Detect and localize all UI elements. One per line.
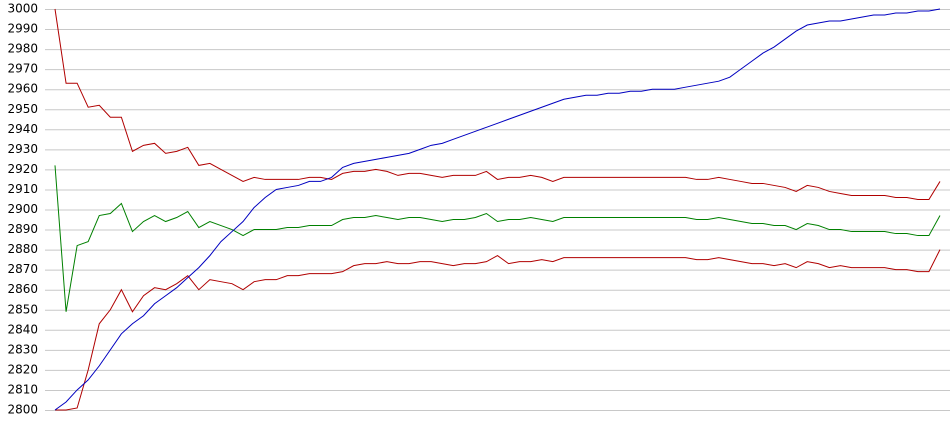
y-tick-label: 2820 bbox=[7, 362, 38, 376]
y-tick-label: 2910 bbox=[7, 182, 38, 196]
y-tick-label: 2960 bbox=[7, 82, 38, 96]
y-tick-label: 2880 bbox=[7, 242, 38, 256]
y-tick-label: 2830 bbox=[7, 342, 38, 356]
y-tick-label: 2900 bbox=[7, 202, 38, 216]
y-tick-label: 2990 bbox=[7, 22, 38, 36]
y-tick-label: 2810 bbox=[7, 382, 38, 396]
series-line bbox=[55, 249, 941, 411]
y-tick-label: 2870 bbox=[7, 262, 38, 276]
series-line bbox=[54, 165, 941, 312]
y-tick-label: 2980 bbox=[7, 42, 38, 56]
y-tick-label: 2850 bbox=[7, 302, 38, 316]
series-line bbox=[54, 8, 941, 411]
y-tick-label: 2800 bbox=[7, 403, 38, 417]
y-tick-label: 2930 bbox=[7, 142, 38, 156]
series-line bbox=[54, 8, 941, 200]
y-tick-label: 2940 bbox=[7, 122, 38, 136]
y-tick-label: 2970 bbox=[7, 62, 38, 76]
y-tick-label: 2890 bbox=[7, 222, 38, 236]
y-tick-label: 2920 bbox=[7, 162, 38, 176]
y-tick-label: 2860 bbox=[7, 282, 38, 296]
y-tick-label: 2840 bbox=[7, 322, 38, 336]
y-tick-label: 3000 bbox=[7, 2, 38, 16]
y-tick-label: 2950 bbox=[7, 102, 38, 116]
